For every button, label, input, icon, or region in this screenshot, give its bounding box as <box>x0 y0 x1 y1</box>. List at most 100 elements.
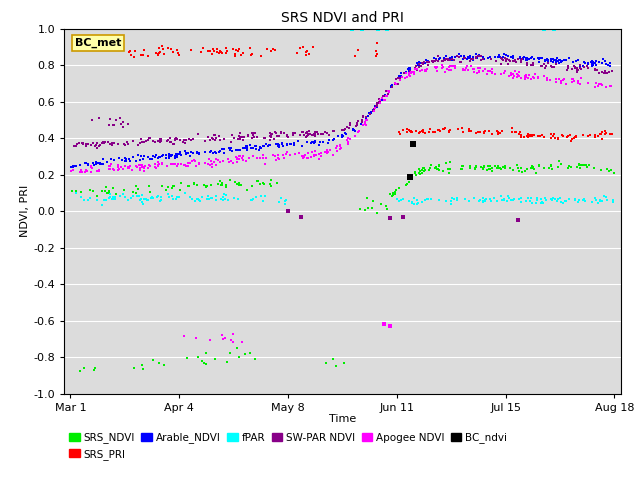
SW-PAR NDVI <box>92 144 102 152</box>
SW-PAR NDVI <box>210 132 220 139</box>
Arable_NDVI <box>386 82 396 90</box>
SRS_PRI <box>371 47 381 55</box>
Arable_NDVI <box>157 151 168 159</box>
Arable_NDVI <box>540 57 550 65</box>
SRS_NDVI <box>104 187 115 195</box>
Apogee NDVI <box>545 76 556 84</box>
SW-PAR NDVI <box>210 136 220 144</box>
Arable_NDVI <box>462 55 472 63</box>
Apogee NDVI <box>258 151 268 158</box>
Arable_NDVI <box>420 57 431 64</box>
SW-PAR NDVI <box>267 130 277 138</box>
SW-PAR NDVI <box>508 58 518 65</box>
SW-PAR NDVI <box>172 135 182 143</box>
SRS_NDVI <box>456 165 467 172</box>
fPAR <box>561 197 571 205</box>
SRS_NDVI <box>184 182 194 190</box>
SRS_NDVI <box>402 180 412 188</box>
fPAR <box>558 199 568 207</box>
Arable_NDVI <box>445 54 455 61</box>
Arable_NDVI <box>551 58 561 66</box>
SW-PAR NDVI <box>423 61 433 69</box>
SW-PAR NDVI <box>301 128 312 135</box>
Arable_NDVI <box>545 58 556 65</box>
fPAR <box>195 196 205 204</box>
Arable_NDVI <box>139 152 149 160</box>
SRS_PRI <box>435 128 445 135</box>
Arable_NDVI <box>174 150 184 157</box>
SRS_PRI <box>129 53 140 60</box>
SRS_PRI <box>513 130 524 138</box>
SRS_PRI <box>214 49 224 57</box>
fPAR <box>220 190 230 198</box>
fPAR <box>520 197 531 205</box>
Apogee NDVI <box>218 157 228 165</box>
SW-PAR NDVI <box>156 135 166 143</box>
SW-PAR NDVI <box>430 57 440 65</box>
Arable_NDVI <box>166 151 176 159</box>
Point <box>147 357 157 364</box>
Arable_NDVI <box>579 59 589 66</box>
SW-PAR NDVI <box>413 63 424 71</box>
Apogee NDVI <box>561 80 572 88</box>
Arable_NDVI <box>71 162 81 169</box>
fPAR <box>164 193 174 201</box>
Apogee NDVI <box>487 69 497 77</box>
SRS_NDVI <box>499 164 509 171</box>
SW-PAR NDVI <box>428 58 438 66</box>
Arable_NDVI <box>474 51 484 59</box>
Arable_NDVI <box>516 56 526 63</box>
SRS_PRI <box>125 48 135 55</box>
Arable_NDVI <box>515 54 525 61</box>
fPAR <box>587 198 597 205</box>
SW-PAR NDVI <box>180 140 191 147</box>
SRS_PRI <box>547 132 557 139</box>
Arable_NDVI <box>474 51 484 59</box>
SW-PAR NDVI <box>528 61 538 69</box>
fPAR <box>602 196 612 204</box>
Arable_NDVI <box>441 56 451 63</box>
Arable_NDVI <box>497 53 508 61</box>
SRS_NDVI <box>526 165 536 172</box>
SRS_NDVI <box>476 163 486 170</box>
SRS_NDVI <box>92 192 102 200</box>
fPAR <box>552 197 563 205</box>
Point <box>111 116 122 124</box>
SW-PAR NDVI <box>378 93 388 100</box>
SRS_NDVI <box>534 161 544 169</box>
Arable_NDVI <box>274 143 284 151</box>
SRS_PRI <box>523 132 533 140</box>
Apogee NDVI <box>369 108 379 115</box>
SRS_NDVI <box>417 167 428 174</box>
SRS_PRI <box>557 131 567 139</box>
Arable_NDVI <box>510 57 520 64</box>
SRS_NDVI <box>492 164 502 172</box>
fPAR <box>468 194 479 202</box>
Apogee NDVI <box>86 162 96 170</box>
Arable_NDVI <box>293 138 303 145</box>
Arable_NDVI <box>575 62 586 70</box>
SW-PAR NDVI <box>392 81 403 88</box>
fPAR <box>142 196 152 204</box>
fPAR <box>555 194 565 202</box>
SRS_NDVI <box>520 167 530 175</box>
Apogee NDVI <box>255 154 265 161</box>
Apogee NDVI <box>444 66 454 74</box>
Apogee NDVI <box>524 74 534 82</box>
Apogee NDVI <box>410 65 420 73</box>
Apogee NDVI <box>194 160 204 168</box>
SRS_NDVI <box>411 171 421 179</box>
SRS_NDVI <box>259 180 269 188</box>
Apogee NDVI <box>113 161 124 169</box>
Point <box>372 25 383 33</box>
SRS_NDVI <box>596 166 607 174</box>
SW-PAR NDVI <box>417 60 427 67</box>
SW-PAR NDVI <box>449 56 460 63</box>
SRS_NDVI <box>424 166 435 174</box>
Apogee NDVI <box>157 160 167 168</box>
Arable_NDVI <box>554 56 564 63</box>
fPAR <box>607 196 618 204</box>
Apogee NDVI <box>123 165 133 172</box>
fPAR <box>540 194 550 202</box>
SW-PAR NDVI <box>342 123 352 131</box>
